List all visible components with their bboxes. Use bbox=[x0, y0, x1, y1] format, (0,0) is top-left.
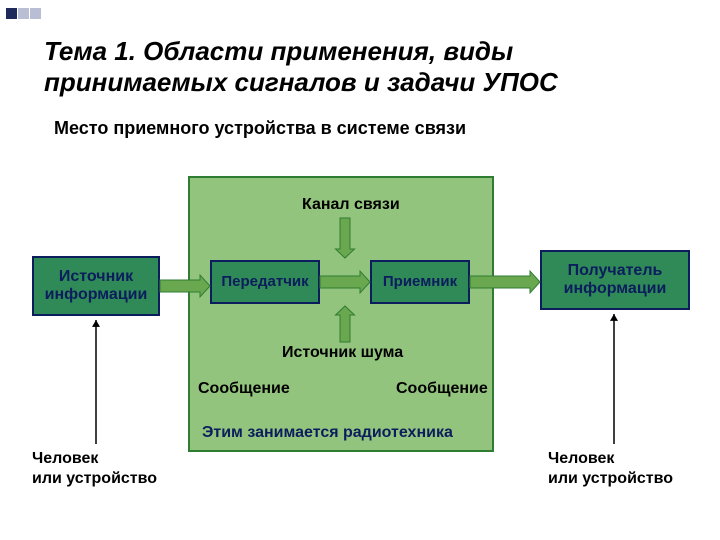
slide-subtitle: Место приемного устройства в системе свя… bbox=[54, 118, 466, 139]
arrow-human-left bbox=[76, 300, 116, 464]
arrow-a3 bbox=[450, 262, 560, 302]
label-msg1: Сообщение bbox=[198, 380, 290, 398]
slide-title: Тема 1. Области применения, виды принима… bbox=[44, 36, 684, 98]
label-noise: Источник шума bbox=[282, 344, 403, 362]
bullet-1 bbox=[6, 8, 17, 19]
label-human1b: или устройство bbox=[32, 470, 157, 488]
arrow-human-right bbox=[594, 294, 634, 464]
label-human2b: или устройство bbox=[548, 470, 673, 488]
slide-bullets bbox=[6, 6, 42, 24]
label-msg2: Сообщение bbox=[396, 380, 488, 398]
label-channel: Канал связи bbox=[302, 196, 400, 214]
bullet-2 bbox=[18, 8, 29, 19]
diagram-area: Источник информацииПередатчикПриемникПол… bbox=[0, 160, 720, 490]
arrow-a1 bbox=[140, 266, 230, 306]
bullet-3 bbox=[30, 8, 41, 19]
label-human1a: Человек bbox=[32, 450, 98, 468]
label-radio: Этим занимается радиотехника bbox=[202, 424, 453, 442]
label-human2a: Человек bbox=[548, 450, 614, 468]
